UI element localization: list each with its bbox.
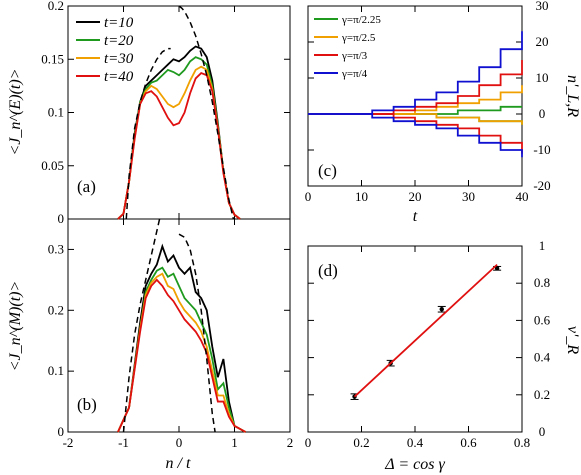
panel-a-label: (a) [77, 177, 96, 196]
x-tick-label: 0 [176, 435, 183, 450]
y-tick-label: -10 [533, 142, 550, 157]
x-tick-label: 0 [305, 189, 312, 204]
x-tick-label: 20 [409, 189, 422, 204]
panel-b-xlabel: n / t [166, 455, 191, 472]
y-tick-label: 0.6 [534, 312, 551, 327]
x-tick-label: 30 [462, 189, 475, 204]
panel-c-xlabel: t [413, 208, 418, 225]
y-tick-label: 0.3 [48, 241, 64, 256]
x-tick-label: -2 [63, 435, 74, 450]
y-tick-label: 10 [536, 70, 549, 85]
panel-d-label: (d) [318, 261, 338, 280]
legend-label: t=20 [104, 33, 134, 49]
panel-b-ylabel: <J_n^(M)(t)> [7, 281, 24, 372]
y-tick-label: 30 [536, 0, 549, 13]
y-tick-label: 0 [58, 424, 65, 439]
x-tick-label: 0.8 [514, 435, 530, 450]
legend-label: γ=π/2.5 [341, 32, 376, 44]
series-1-line [355, 265, 498, 397]
x-tick-label: 0.6 [460, 435, 477, 450]
panel-c-ylabel: n'_L,R [564, 75, 581, 117]
panel-b-plot: -2 -1 0 1 2 0 0.1 0.2 0.3 [48, 219, 294, 450]
y-tick-label: 0 [539, 424, 546, 439]
y-tick-label: 0 [539, 106, 546, 121]
x-tick-label: 40 [516, 189, 529, 204]
y-tick-label: 0.15 [41, 51, 64, 66]
y-tick-label: 1 [539, 238, 546, 253]
panel-d-plot: 0 0.2 0.4 0.6 0.8 0 0.2 0.4 0.6 0.8 1 [305, 238, 551, 450]
series-t-40-line [118, 73, 240, 219]
x-tick-label: 0.2 [353, 435, 369, 450]
y-tick-label: 0.2 [48, 302, 64, 317]
legend-label: t=10 [104, 15, 134, 31]
x-tick-label: 2 [287, 435, 294, 450]
series-3-line [118, 280, 246, 432]
series--3-line-lower [308, 114, 522, 154]
x-tick-label: -1 [118, 435, 129, 450]
panel-d-xlabel: Δ = cos γ [384, 456, 445, 473]
y-tick-label: 0.8 [534, 275, 550, 290]
y-tick-label: -20 [533, 178, 550, 193]
panel-b-frame [68, 219, 290, 432]
legend-label: t=40 [104, 69, 134, 85]
panel-d-ylabel: v'_R [564, 326, 581, 355]
panel-a-frame [68, 6, 290, 219]
legend-label: t=30 [104, 51, 134, 67]
panel-c-plot: 0 10 20 30 40 -20 -10 0 10 20 30 γ=π/2.25 γ=π/2.5 γ=π… [305, 0, 551, 204]
legend-label: γ=π/2.25 [341, 14, 381, 26]
x-tick-label: 0.4 [407, 435, 424, 450]
y-tick-label: 0.05 [41, 158, 64, 173]
x-tick-label: 10 [355, 189, 368, 204]
panel-b-label: (b) [77, 395, 97, 414]
series-t-30-line [118, 67, 240, 219]
panel-c-frame [308, 6, 522, 186]
series-t-20-line [118, 57, 240, 219]
y-tick-label: 0.1 [48, 105, 64, 120]
series--4-line [308, 31, 522, 114]
y-tick-label: 0.2 [534, 387, 550, 402]
y-tick-label: 0.4 [534, 350, 551, 365]
panel-a-ylabel: <J_n^(E)(t)> [7, 69, 24, 156]
legend-label: γ=π/4 [341, 68, 368, 80]
legend-label: γ=π/3 [341, 50, 368, 62]
y-tick-label: 20 [536, 34, 549, 49]
y-tick-label: 0.1 [48, 363, 64, 378]
y-tick-label: 0 [58, 211, 65, 226]
data-point [440, 307, 444, 311]
panel-c-label: (c) [318, 161, 337, 180]
x-tick-label: 0 [305, 435, 312, 450]
x-tick-label: 1 [231, 435, 238, 450]
panel-d-frame [308, 246, 522, 432]
y-tick-label: 0.2 [48, 0, 64, 13]
